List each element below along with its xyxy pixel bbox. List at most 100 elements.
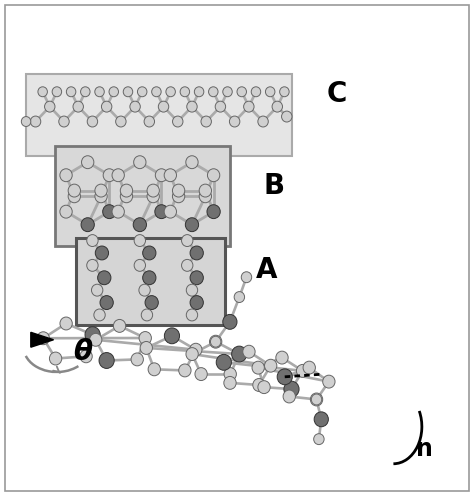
Circle shape: [190, 343, 202, 356]
Circle shape: [210, 336, 221, 347]
Circle shape: [224, 368, 237, 380]
Circle shape: [215, 101, 226, 112]
Circle shape: [223, 314, 237, 329]
Circle shape: [60, 205, 72, 218]
Bar: [76, 238, 225, 325]
Text: B: B: [263, 172, 284, 200]
Circle shape: [109, 87, 118, 97]
Circle shape: [68, 184, 81, 197]
Circle shape: [310, 393, 323, 406]
Circle shape: [120, 190, 133, 203]
Circle shape: [45, 101, 55, 112]
Circle shape: [52, 87, 62, 97]
Circle shape: [210, 335, 222, 348]
Circle shape: [155, 205, 168, 219]
Circle shape: [87, 116, 98, 127]
Circle shape: [130, 101, 140, 112]
Circle shape: [30, 116, 41, 127]
Text: θ: θ: [73, 338, 92, 366]
Circle shape: [81, 87, 90, 97]
Circle shape: [190, 246, 203, 260]
Circle shape: [314, 434, 324, 444]
Circle shape: [87, 235, 98, 247]
Circle shape: [277, 369, 292, 385]
Circle shape: [258, 381, 270, 394]
Circle shape: [166, 87, 175, 97]
Circle shape: [87, 259, 98, 271]
Circle shape: [186, 156, 198, 169]
Circle shape: [152, 87, 161, 97]
Circle shape: [208, 169, 220, 182]
Circle shape: [186, 309, 198, 321]
Circle shape: [112, 169, 124, 182]
Circle shape: [179, 364, 191, 377]
Circle shape: [38, 87, 47, 97]
Text: n: n: [416, 437, 433, 461]
Circle shape: [123, 87, 133, 97]
Circle shape: [73, 101, 83, 112]
Circle shape: [276, 351, 288, 364]
Circle shape: [190, 296, 203, 310]
Circle shape: [80, 350, 92, 363]
Circle shape: [216, 354, 231, 370]
Circle shape: [147, 184, 159, 197]
Circle shape: [148, 363, 160, 376]
Circle shape: [60, 169, 72, 182]
Circle shape: [140, 341, 153, 354]
Circle shape: [95, 190, 107, 203]
Circle shape: [91, 284, 103, 296]
Circle shape: [82, 156, 94, 169]
Circle shape: [186, 284, 198, 296]
Circle shape: [164, 328, 180, 344]
Circle shape: [243, 345, 255, 358]
Circle shape: [229, 116, 240, 127]
Circle shape: [139, 331, 151, 344]
Circle shape: [207, 205, 220, 219]
Circle shape: [143, 246, 156, 260]
Circle shape: [252, 361, 264, 374]
Circle shape: [155, 169, 168, 182]
Circle shape: [199, 190, 211, 203]
Circle shape: [251, 87, 261, 97]
Circle shape: [264, 359, 277, 372]
Circle shape: [68, 190, 81, 203]
Circle shape: [253, 378, 265, 391]
Circle shape: [182, 235, 193, 247]
Text: C: C: [327, 80, 347, 108]
Polygon shape: [31, 332, 54, 347]
Circle shape: [223, 87, 232, 97]
Circle shape: [187, 101, 197, 112]
Circle shape: [144, 116, 155, 127]
Circle shape: [85, 327, 100, 343]
Circle shape: [164, 169, 176, 182]
Circle shape: [185, 218, 199, 232]
Circle shape: [283, 390, 295, 403]
Text: A: A: [256, 256, 277, 284]
Circle shape: [303, 361, 315, 374]
Circle shape: [180, 87, 190, 97]
Circle shape: [164, 205, 176, 218]
Circle shape: [258, 116, 268, 127]
Circle shape: [133, 218, 146, 232]
Circle shape: [158, 101, 169, 112]
Circle shape: [173, 190, 185, 203]
Circle shape: [190, 271, 203, 285]
Circle shape: [49, 352, 62, 365]
Circle shape: [134, 156, 146, 169]
Circle shape: [141, 309, 153, 321]
Circle shape: [311, 394, 322, 405]
Circle shape: [272, 101, 283, 112]
Circle shape: [199, 184, 211, 197]
Circle shape: [90, 333, 102, 346]
Circle shape: [186, 348, 198, 361]
Circle shape: [234, 292, 245, 303]
Circle shape: [103, 205, 116, 219]
Circle shape: [137, 87, 147, 97]
Circle shape: [98, 271, 111, 285]
Circle shape: [131, 353, 144, 366]
Circle shape: [66, 87, 76, 97]
Circle shape: [145, 296, 158, 310]
Circle shape: [134, 259, 146, 271]
Bar: [55, 146, 230, 246]
Circle shape: [244, 101, 254, 112]
